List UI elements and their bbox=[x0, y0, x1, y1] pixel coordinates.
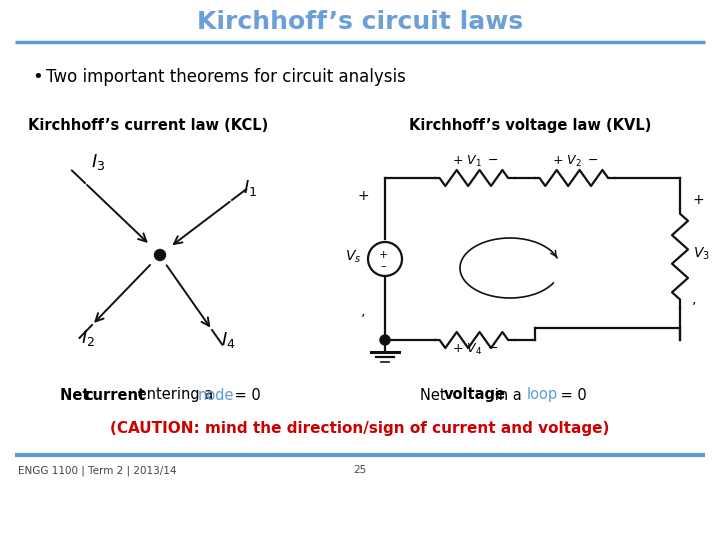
Text: Two important theorems for circuit analysis: Two important theorems for circuit analy… bbox=[46, 68, 406, 86]
Text: (CAUTION: mind the direction/sign of current and voltage): (CAUTION: mind the direction/sign of cur… bbox=[110, 421, 610, 435]
Text: Net: Net bbox=[60, 388, 94, 402]
Circle shape bbox=[380, 335, 390, 345]
Text: $I_4$: $I_4$ bbox=[221, 330, 235, 350]
Text: voltage: voltage bbox=[444, 388, 506, 402]
Circle shape bbox=[155, 249, 166, 260]
Text: +: + bbox=[692, 193, 703, 207]
Text: +: + bbox=[378, 250, 387, 260]
Text: $+\ V_2\ -$: $+\ V_2\ -$ bbox=[552, 154, 598, 169]
Text: node: node bbox=[198, 388, 235, 402]
Text: $I_3$: $I_3$ bbox=[91, 152, 105, 172]
Text: = 0: = 0 bbox=[556, 388, 587, 402]
Text: entering a: entering a bbox=[133, 388, 218, 402]
Text: $I_2$: $I_2$ bbox=[81, 328, 95, 348]
Text: 25: 25 bbox=[354, 465, 366, 475]
Text: in a: in a bbox=[490, 388, 526, 402]
Text: –: – bbox=[380, 261, 386, 271]
Text: +: + bbox=[357, 189, 369, 203]
Text: Net: Net bbox=[420, 388, 450, 402]
Text: $+\ V_4\ -$: $+\ V_4\ -$ bbox=[451, 342, 498, 357]
Text: Kirchhoff’s circuit laws: Kirchhoff’s circuit laws bbox=[197, 10, 523, 34]
Text: ’: ’ bbox=[361, 313, 365, 327]
Text: ENGG 1100 | Term 2 | 2013/14: ENGG 1100 | Term 2 | 2013/14 bbox=[18, 465, 176, 476]
Text: $I_1$: $I_1$ bbox=[243, 178, 257, 198]
Text: $V_s$: $V_s$ bbox=[345, 249, 361, 265]
Text: ’: ’ bbox=[692, 301, 696, 315]
Text: $+\ V_1\ -$: $+\ V_1\ -$ bbox=[451, 154, 498, 169]
Text: current: current bbox=[84, 388, 145, 402]
Text: •: • bbox=[32, 68, 42, 86]
Text: loop: loop bbox=[527, 388, 558, 402]
Text: Kirchhoff’s current law (KCL): Kirchhoff’s current law (KCL) bbox=[28, 118, 268, 133]
Text: $V_3$: $V_3$ bbox=[693, 246, 710, 262]
Text: Kirchhoff’s voltage law (KVL): Kirchhoff’s voltage law (KVL) bbox=[409, 118, 651, 133]
Text: = 0: = 0 bbox=[230, 388, 261, 402]
